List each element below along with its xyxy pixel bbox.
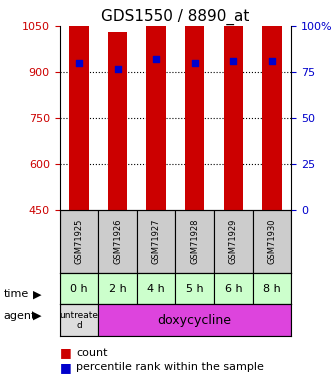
FancyBboxPatch shape (60, 304, 98, 336)
Bar (69, 0, 88, 210)
Text: GSM71929: GSM71929 (229, 219, 238, 264)
FancyBboxPatch shape (98, 273, 137, 304)
Bar (108, 32, 127, 210)
Bar (146, 0, 166, 210)
FancyBboxPatch shape (175, 210, 214, 273)
Text: 8 h: 8 h (263, 284, 281, 294)
FancyBboxPatch shape (214, 273, 253, 304)
Bar (224, 0, 243, 210)
Text: GSM71928: GSM71928 (190, 219, 199, 264)
FancyBboxPatch shape (137, 273, 175, 304)
Text: 6 h: 6 h (224, 284, 242, 294)
Text: 4 h: 4 h (147, 284, 165, 294)
Text: doxycycline: doxycycline (158, 314, 232, 327)
Text: ■: ■ (60, 361, 71, 374)
Text: ▶: ▶ (33, 290, 42, 299)
FancyBboxPatch shape (60, 273, 98, 304)
Point (192, 60, 197, 66)
Text: 2 h: 2 h (109, 284, 126, 294)
Point (115, 66, 120, 72)
FancyBboxPatch shape (98, 304, 291, 336)
Text: GSM71925: GSM71925 (74, 219, 83, 264)
Text: agent: agent (3, 311, 36, 321)
Point (231, 58, 236, 64)
Bar (262, 0, 282, 210)
Text: GSM71926: GSM71926 (113, 219, 122, 264)
FancyBboxPatch shape (137, 210, 175, 273)
Text: untreate
d: untreate d (59, 310, 98, 330)
FancyBboxPatch shape (175, 273, 214, 304)
Title: GDS1550 / 8890_at: GDS1550 / 8890_at (101, 9, 250, 25)
FancyBboxPatch shape (214, 210, 253, 273)
Text: percentile rank within the sample: percentile rank within the sample (76, 363, 264, 372)
Text: ■: ■ (60, 346, 71, 359)
Bar (185, 0, 204, 210)
FancyBboxPatch shape (253, 210, 291, 273)
FancyBboxPatch shape (98, 210, 137, 273)
Text: time: time (3, 290, 28, 299)
Text: count: count (76, 348, 108, 357)
Point (269, 58, 275, 64)
Text: 0 h: 0 h (70, 284, 88, 294)
Point (76, 60, 81, 66)
FancyBboxPatch shape (60, 210, 98, 273)
Text: GSM71930: GSM71930 (267, 219, 276, 264)
Text: GSM71927: GSM71927 (152, 219, 161, 264)
Text: ▶: ▶ (33, 311, 42, 321)
FancyBboxPatch shape (253, 273, 291, 304)
Point (154, 56, 159, 62)
Text: 5 h: 5 h (186, 284, 204, 294)
